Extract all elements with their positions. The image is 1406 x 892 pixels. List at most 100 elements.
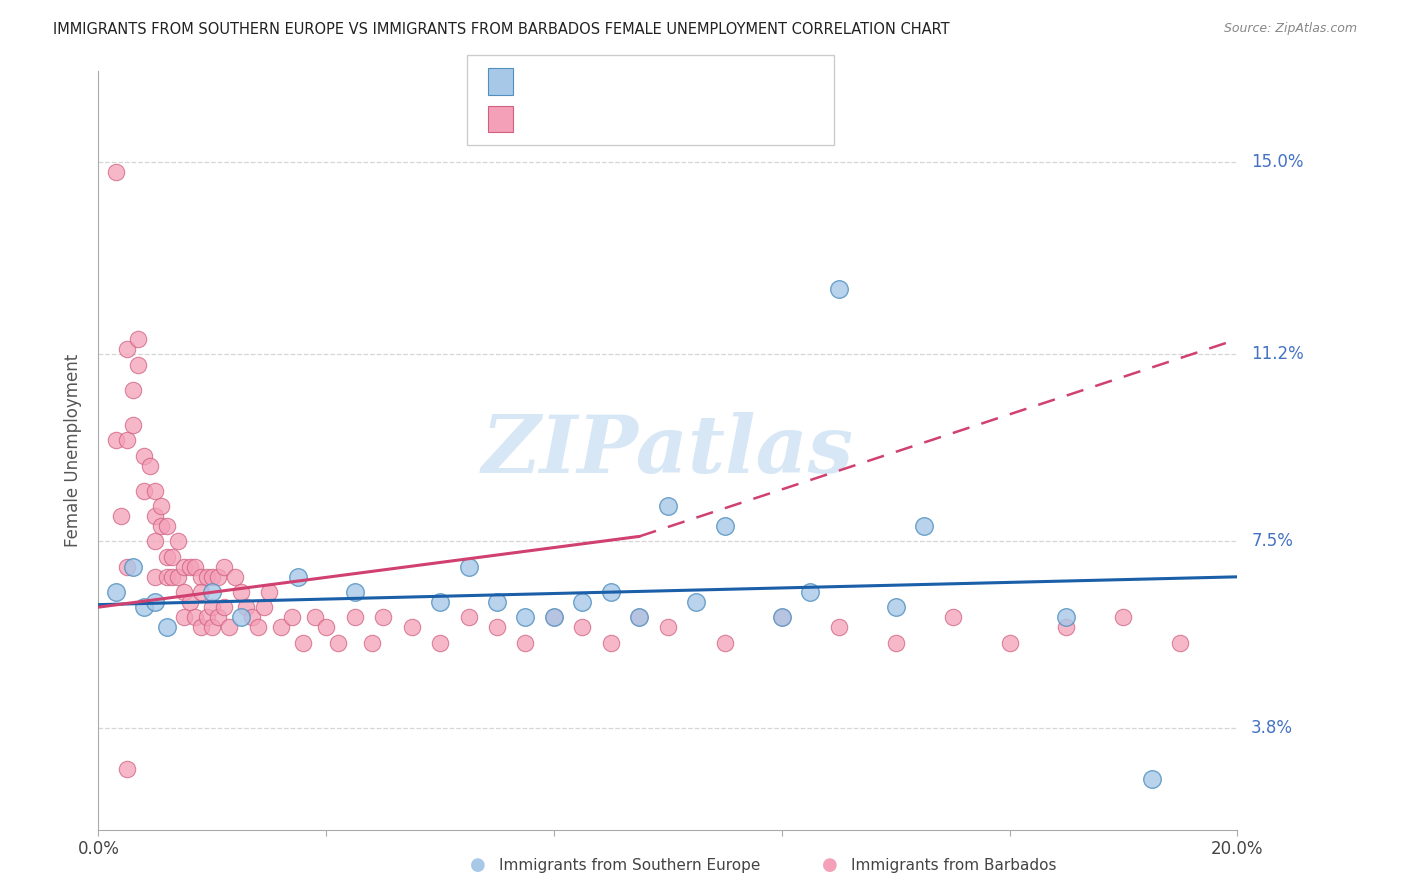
- Point: [714, 519, 737, 533]
- Point: [195, 610, 218, 624]
- Point: [218, 620, 240, 634]
- Point: [326, 635, 349, 649]
- Point: [515, 635, 537, 649]
- Point: [628, 610, 651, 624]
- Point: [150, 519, 173, 533]
- Point: [162, 549, 184, 564]
- Text: Immigrants from Southern Europe: Immigrants from Southern Europe: [499, 858, 761, 872]
- Y-axis label: Female Unemployment: Female Unemployment: [65, 354, 83, 547]
- Point: [201, 600, 224, 615]
- Text: 3.8%: 3.8%: [1251, 720, 1294, 738]
- Point: [138, 458, 160, 473]
- Point: [121, 559, 143, 574]
- Point: [515, 610, 537, 624]
- Point: [167, 534, 190, 549]
- Point: [304, 610, 326, 624]
- Point: [104, 434, 127, 448]
- Point: [281, 610, 304, 624]
- Point: [1056, 610, 1078, 624]
- Point: [145, 595, 167, 609]
- Text: 7.5%: 7.5%: [1251, 533, 1294, 550]
- Text: N = 27: N = 27: [654, 73, 716, 91]
- Point: [156, 549, 179, 564]
- Point: [212, 559, 235, 574]
- Point: [912, 519, 935, 533]
- Point: [195, 570, 218, 584]
- Point: [150, 499, 173, 513]
- Point: [1140, 772, 1163, 786]
- Point: [201, 585, 224, 599]
- Point: [104, 165, 127, 179]
- Point: [1170, 635, 1192, 649]
- Point: [429, 635, 451, 649]
- Point: [315, 620, 337, 634]
- Point: [600, 635, 623, 649]
- Point: [292, 635, 315, 649]
- Point: [884, 600, 907, 615]
- Point: [127, 358, 149, 372]
- Point: [121, 383, 143, 397]
- Text: N = 82: N = 82: [654, 110, 716, 128]
- Point: [1112, 610, 1135, 624]
- Point: [115, 434, 138, 448]
- Point: [207, 610, 229, 624]
- Point: [714, 635, 737, 649]
- Text: ●: ●: [821, 856, 838, 874]
- Point: [224, 570, 246, 584]
- Point: [600, 585, 623, 599]
- Text: 15.0%: 15.0%: [1251, 153, 1303, 171]
- Point: [457, 559, 479, 574]
- Point: [657, 620, 679, 634]
- Text: R = 0.092: R = 0.092: [527, 110, 610, 128]
- Point: [132, 483, 155, 498]
- Point: [287, 570, 309, 584]
- Point: [127, 332, 149, 346]
- Point: [167, 570, 190, 584]
- Text: 11.2%: 11.2%: [1251, 345, 1303, 363]
- Point: [115, 559, 138, 574]
- Point: [190, 620, 212, 634]
- Point: [212, 600, 235, 615]
- Point: [1056, 620, 1078, 634]
- Point: [429, 595, 451, 609]
- Point: [145, 509, 167, 524]
- Point: [110, 509, 132, 524]
- Text: Source: ZipAtlas.com: Source: ZipAtlas.com: [1223, 22, 1357, 36]
- Point: [229, 585, 252, 599]
- Point: [190, 585, 212, 599]
- Point: [190, 570, 212, 584]
- Point: [360, 635, 382, 649]
- Point: [571, 620, 593, 634]
- Point: [145, 534, 167, 549]
- Point: [884, 635, 907, 649]
- Point: [998, 635, 1021, 649]
- Point: [156, 570, 179, 584]
- Point: [115, 762, 138, 776]
- Point: [799, 585, 821, 599]
- Point: [173, 585, 195, 599]
- Point: [457, 610, 479, 624]
- Point: [184, 559, 207, 574]
- Point: [486, 595, 509, 609]
- Point: [121, 418, 143, 433]
- Point: [543, 610, 565, 624]
- Text: Immigrants from Barbados: Immigrants from Barbados: [851, 858, 1056, 872]
- Text: ●: ●: [470, 856, 486, 874]
- Point: [145, 570, 167, 584]
- Point: [401, 620, 423, 634]
- Point: [162, 570, 184, 584]
- Point: [201, 570, 224, 584]
- Point: [343, 585, 366, 599]
- Point: [942, 610, 965, 624]
- Text: IMMIGRANTS FROM SOUTHERN EUROPE VS IMMIGRANTS FROM BARBADOS FEMALE UNEMPLOYMENT : IMMIGRANTS FROM SOUTHERN EUROPE VS IMMIG…: [53, 22, 950, 37]
- Point: [173, 559, 195, 574]
- Point: [201, 620, 224, 634]
- Point: [184, 610, 207, 624]
- Point: [486, 620, 509, 634]
- Point: [145, 483, 167, 498]
- Point: [270, 620, 292, 634]
- Point: [685, 595, 707, 609]
- Point: [571, 595, 593, 609]
- Point: [657, 499, 679, 513]
- Text: ZIPatlas: ZIPatlas: [482, 412, 853, 489]
